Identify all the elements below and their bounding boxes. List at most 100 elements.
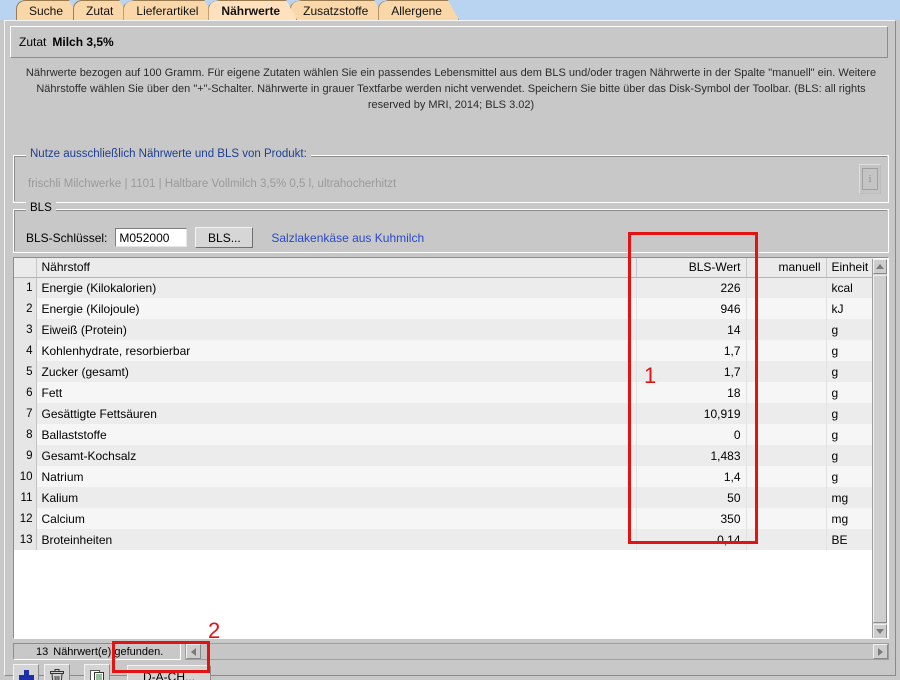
- cell-naehrstoff: Kalium: [36, 487, 637, 508]
- table-row[interactable]: 2 Energie (Kilojoule) 946 kJ: [14, 298, 874, 319]
- cell-manuell[interactable]: [746, 382, 827, 403]
- plus-icon: [18, 669, 34, 680]
- cell-manuell[interactable]: [746, 340, 827, 361]
- table-row[interactable]: 12 Calcium 350 mg: [14, 508, 874, 529]
- table-row[interactable]: 3 Eiweiß (Protein) 14 g: [14, 319, 874, 340]
- cell-index: 8: [14, 424, 37, 445]
- table-row[interactable]: 8 Ballaststoffe 0 g: [14, 424, 874, 445]
- cell-bls-wert: 946: [636, 298, 747, 319]
- table-row[interactable]: 11 Kalium 50 mg: [14, 487, 874, 508]
- cell-index: 3: [14, 319, 37, 340]
- bls-browse-button[interactable]: BLS...: [195, 227, 254, 248]
- group-border: [14, 210, 887, 251]
- product-source-title: Nutze ausschließlich Nährwerte und BLS v…: [26, 148, 311, 160]
- tab-zusatzstoffe[interactable]: Zusatzstoffe: [290, 0, 385, 20]
- cell-index: 4: [14, 340, 37, 361]
- cell-naehrstoff: Gesättigte Fettsäuren: [36, 403, 637, 424]
- result-count: 13: [36, 645, 49, 658]
- copy-icon: [89, 669, 104, 680]
- zutat-header: Zutat Milch 3,5%: [10, 26, 888, 58]
- column-header-bls-wert[interactable]: BLS-Wert: [636, 258, 747, 278]
- table-row[interactable]: 5 Zucker (gesamt) 1,7 g: [14, 361, 874, 382]
- copy-nutrients-button[interactable]: [84, 664, 110, 680]
- cell-bls-wert: 1,7: [636, 361, 747, 382]
- column-header-einheit[interactable]: Einheit: [826, 258, 874, 278]
- bls-key-input[interactable]: [115, 228, 188, 247]
- cell-manuell[interactable]: [746, 487, 827, 508]
- description-text: Nährwerte bezogen auf 100 Gramm. Für eig…: [25, 67, 877, 111]
- group-border: [14, 156, 887, 201]
- cell-index: 13: [14, 529, 37, 550]
- table-row[interactable]: 7 Gesättigte Fettsäuren 10,919 g: [14, 403, 874, 424]
- tab-label: Zutat: [86, 3, 114, 18]
- info-icon: i: [862, 168, 878, 190]
- product-source-group: Nutze ausschließlich Nährwerte und BLS v…: [13, 148, 889, 203]
- tab-bar: Suche Zutat Lieferartikel Nährwerte Zusa…: [0, 0, 900, 20]
- trash-icon: [50, 668, 64, 680]
- result-count-label: Nährwert(e) gefunden.: [53, 645, 164, 658]
- scrollbar-thumb[interactable]: [873, 275, 887, 623]
- dach-button[interactable]: D-A-CH...: [127, 665, 211, 680]
- cell-index: 7: [14, 403, 37, 424]
- table-row[interactable]: 13 Broteinheiten 0,14 BE: [14, 529, 874, 550]
- table-row[interactable]: 4 Kohlenhydrate, resorbierbar 1,7 g: [14, 340, 874, 361]
- info-button[interactable]: i: [859, 164, 881, 194]
- chevron-down-icon: [876, 629, 884, 634]
- cell-einheit: g: [826, 466, 874, 487]
- table-horizontal-scrollbar[interactable]: [185, 643, 889, 660]
- scroll-left-button[interactable]: [186, 644, 201, 659]
- tab-label: Lieferartikel: [136, 3, 199, 18]
- tab-zutat[interactable]: Zutat: [73, 0, 130, 20]
- tab-suche[interactable]: Suche: [16, 0, 80, 20]
- tab-lieferartikel[interactable]: Lieferartikel: [123, 0, 215, 20]
- table-row[interactable]: 6 Fett 18 g: [14, 382, 874, 403]
- scroll-down-button[interactable]: [873, 624, 887, 638]
- cell-naehrstoff: Gesamt-Kochsalz: [36, 445, 637, 466]
- cell-bls-wert: 1,7: [636, 340, 747, 361]
- cell-einheit: mg: [826, 508, 874, 529]
- zutat-label: Zutat: [19, 35, 47, 49]
- nutrient-table-container: Nährstoff BLS-Wert manuell Einheit 1 Ener…: [13, 257, 889, 639]
- tab-naehrwerte[interactable]: Nährwerte: [208, 0, 297, 20]
- cell-einheit: g: [826, 445, 874, 466]
- nutrient-table-body: 1 Energie (Kilokalorien) 226 kcal 2 Energie (…: [14, 277, 874, 550]
- cell-einheit: g: [826, 382, 874, 403]
- cell-manuell[interactable]: [746, 466, 827, 487]
- table-vertical-scrollbar[interactable]: [872, 259, 887, 638]
- table-row[interactable]: 9 Gesamt-Kochsalz 1,483 g: [14, 445, 874, 466]
- table-row[interactable]: 1 Energie (Kilokalorien) 226 kcal: [14, 277, 874, 298]
- column-header-manuell[interactable]: manuell: [746, 258, 827, 278]
- cell-manuell[interactable]: [746, 277, 827, 298]
- cell-manuell[interactable]: [746, 529, 827, 550]
- cell-bls-wert: 18: [636, 382, 747, 403]
- cell-naehrstoff: Fett: [36, 382, 637, 403]
- cell-naehrstoff: Energie (Kilokalorien): [36, 277, 637, 298]
- cell-manuell[interactable]: [746, 445, 827, 466]
- nutrient-table: Nährstoff BLS-Wert manuell Einheit 1 Ener…: [14, 258, 874, 550]
- column-header-naehrstoff[interactable]: Nährstoff: [36, 258, 637, 278]
- status-row: 13 Nährwert(e) gefunden.: [13, 643, 889, 660]
- cell-manuell[interactable]: [746, 508, 827, 529]
- chevron-left-icon: [191, 647, 196, 656]
- column-header-index[interactable]: [14, 258, 37, 278]
- bls-key-row: BLS-Schlüssel: BLS... Salzlakenkäse aus …: [26, 227, 424, 248]
- scroll-up-button[interactable]: [873, 259, 887, 274]
- tab-label: Suche: [29, 3, 64, 18]
- scroll-right-button[interactable]: [873, 644, 888, 659]
- cell-manuell[interactable]: [746, 361, 827, 382]
- naehrwerte-panel: Zutat Milch 3,5% Nährwerte bezogen auf 1…: [4, 20, 896, 680]
- cell-manuell[interactable]: [746, 424, 827, 445]
- bls-key-label: BLS-Schlüssel:: [26, 230, 108, 245]
- cell-manuell[interactable]: [746, 298, 827, 319]
- table-row[interactable]: 10 Natrium 1,4 g: [14, 466, 874, 487]
- delete-nutrient-button[interactable]: [44, 664, 70, 680]
- cell-manuell[interactable]: [746, 319, 827, 340]
- cell-bls-wert: 350: [636, 508, 747, 529]
- add-nutrient-button[interactable]: [13, 664, 39, 680]
- chevron-right-icon: [878, 647, 883, 656]
- cell-index: 12: [14, 508, 37, 529]
- cell-index: 6: [14, 382, 37, 403]
- cell-manuell[interactable]: [746, 403, 827, 424]
- tab-allergene[interactable]: Allergene: [378, 0, 459, 20]
- bls-description: Salzlakenkäse aus Kuhmilch: [271, 230, 425, 245]
